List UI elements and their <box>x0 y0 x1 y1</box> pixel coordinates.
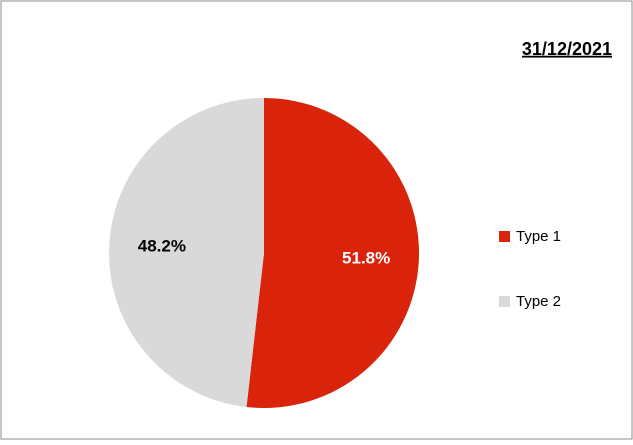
data-label: 51.8% <box>342 248 390 267</box>
pie-slice <box>246 98 419 409</box>
data-label: 48.2% <box>138 237 186 256</box>
legend-label: Type 2 <box>516 293 561 310</box>
chart-title: 31/12/2021 <box>522 39 612 59</box>
legend-swatch <box>499 231 510 242</box>
legend-label: Type 1 <box>516 228 561 245</box>
pie-slice <box>108 98 264 408</box>
legend-swatch <box>499 296 510 307</box>
